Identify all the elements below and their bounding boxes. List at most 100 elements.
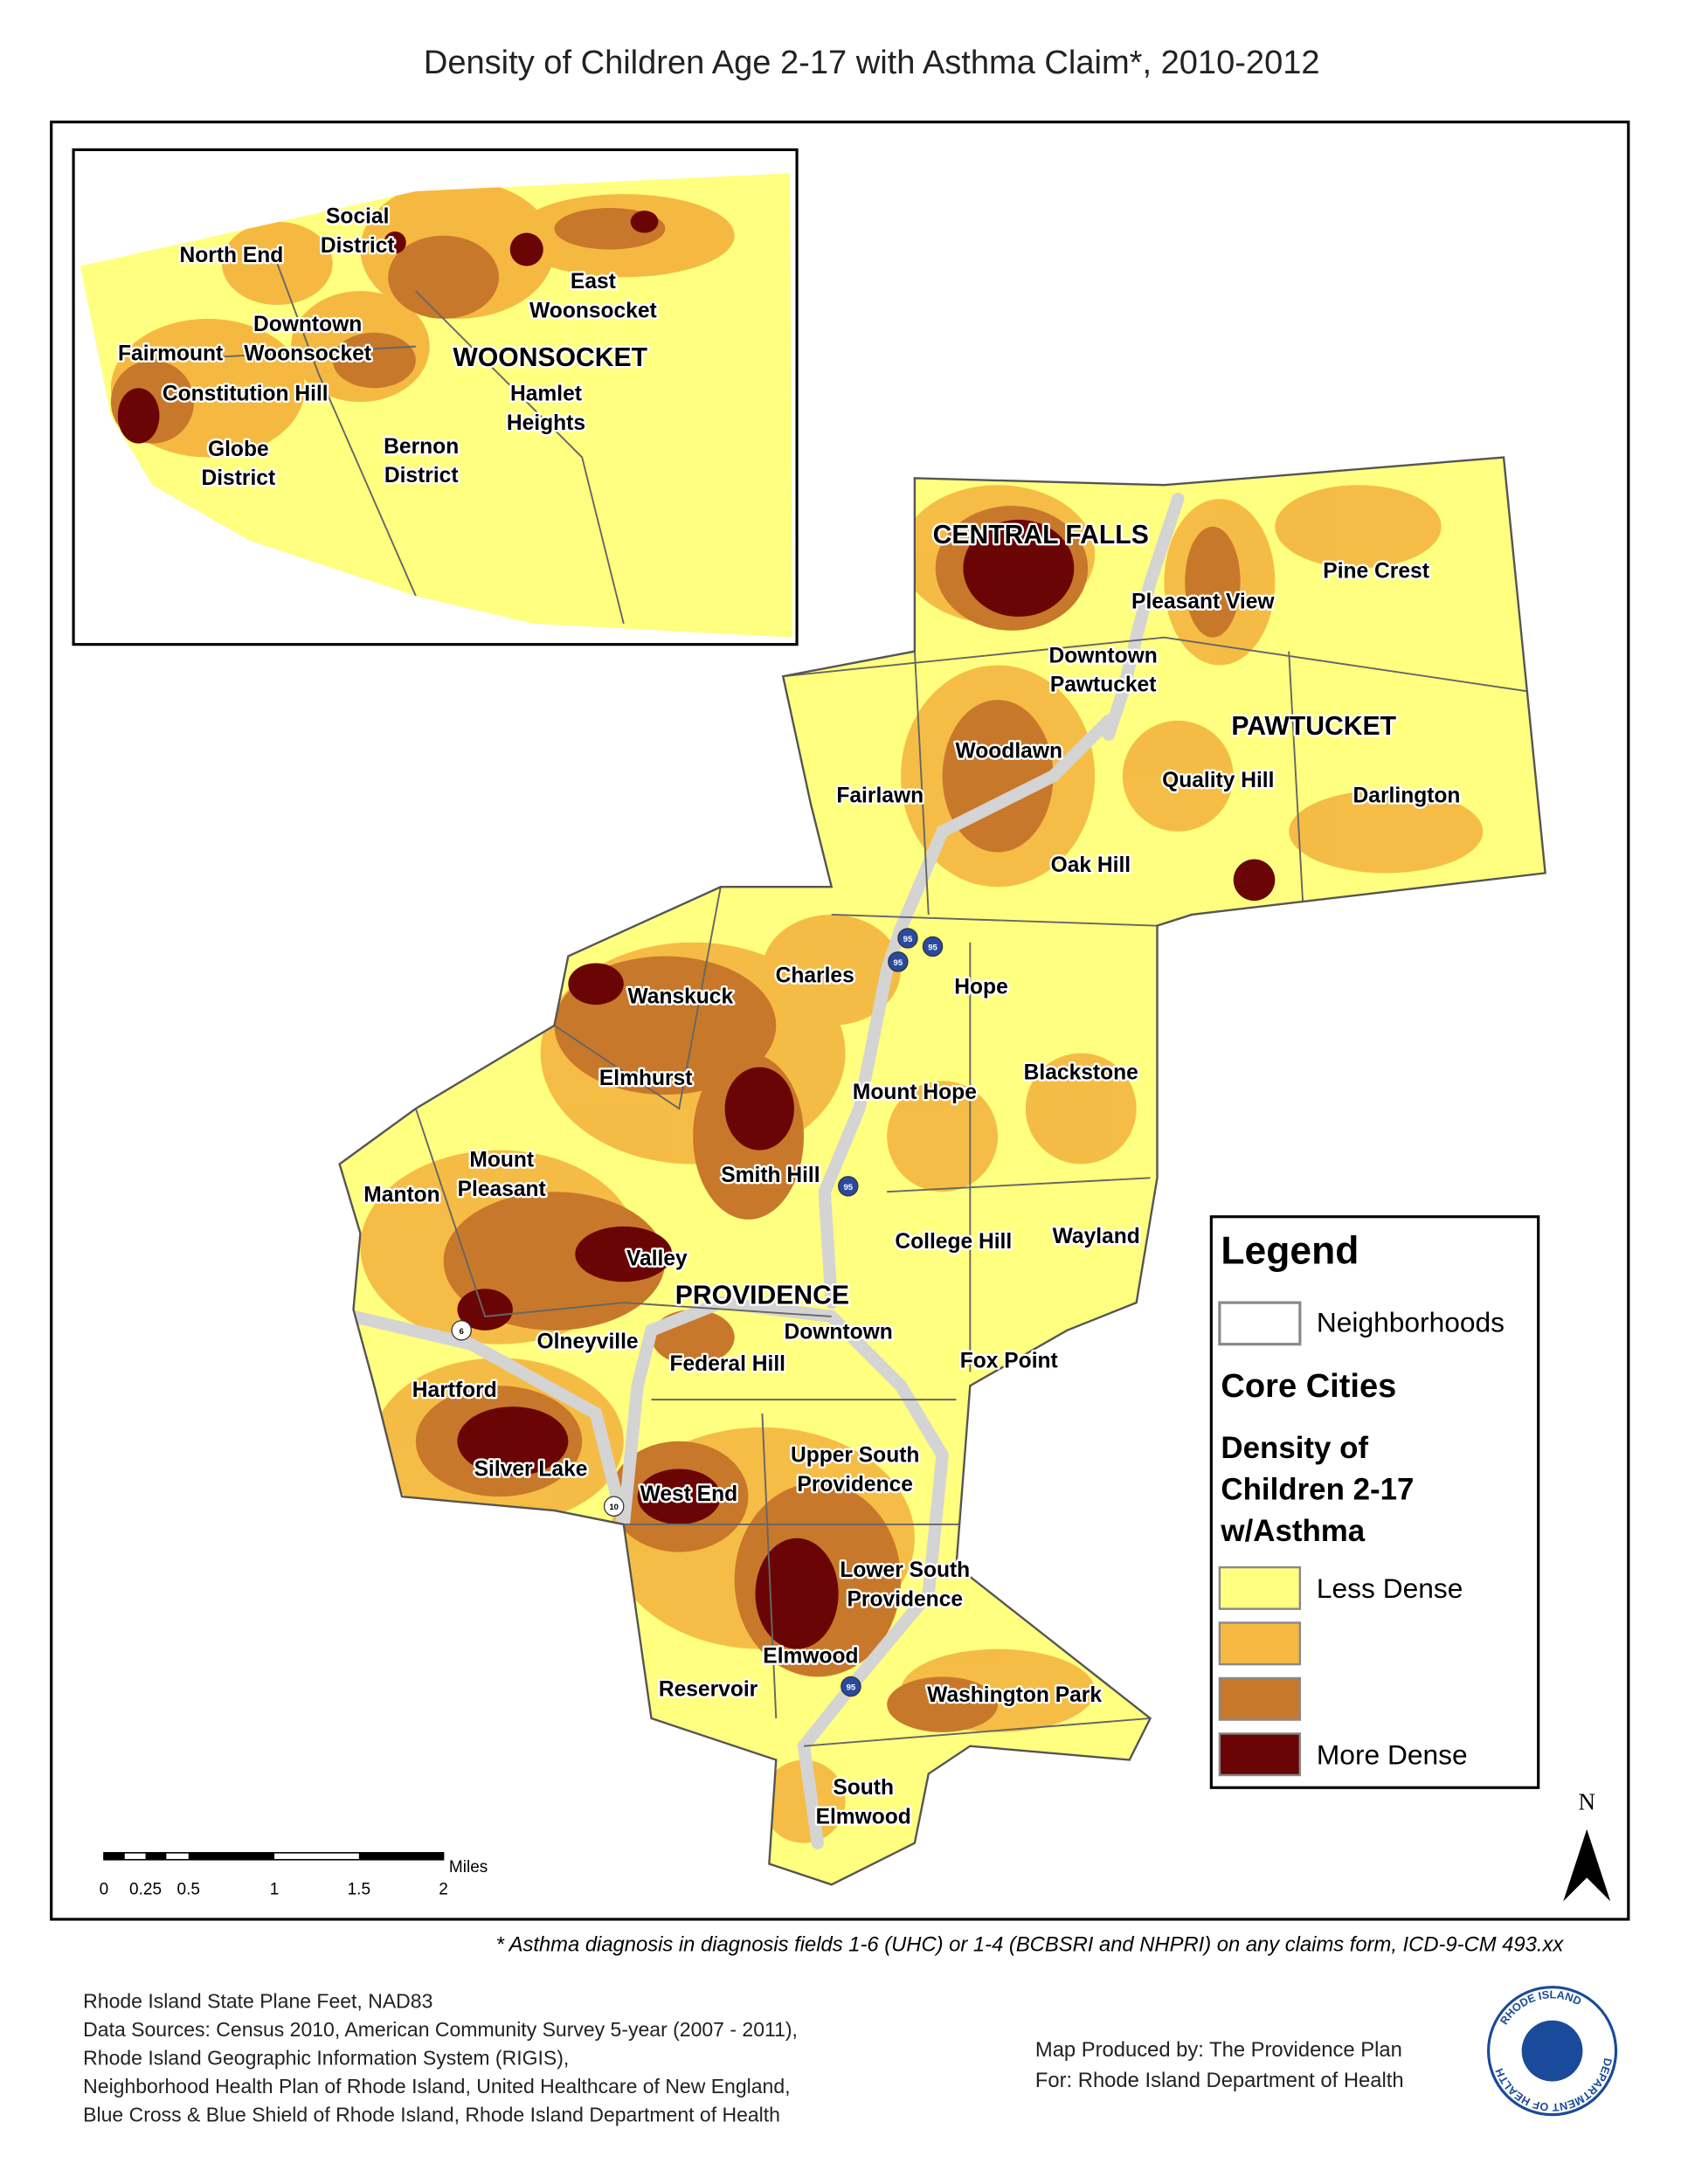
place-label: Mount Hope (853, 1081, 977, 1104)
place-label: Downtown (1049, 644, 1158, 667)
route-number: 95 (894, 958, 903, 968)
place-label: Woonsocket (244, 342, 371, 365)
place-label: College Hill (895, 1230, 1012, 1254)
scale-segment (358, 1852, 444, 1860)
place-label: Mount (469, 1149, 534, 1172)
route-number: 95 (847, 1683, 856, 1692)
place-label: Elmwood (763, 1645, 858, 1669)
legend-heading: Density of (1221, 1431, 1368, 1465)
city-label: WOONSOCKET (453, 343, 647, 372)
place-label: Pleasant View (1131, 590, 1275, 613)
source-line: Rhode Island Geographic Information Syst… (83, 2047, 569, 2070)
route-shield (888, 951, 909, 972)
route-number: 6 (460, 1327, 464, 1337)
place-label: Federal Hill (670, 1352, 786, 1376)
scale-label: 0.5 (177, 1880, 200, 1898)
place-label: District (321, 234, 395, 258)
city-label: CENTRAL FALLS (933, 521, 1149, 549)
credit-line: Map Produced by: The Providence Plan (1035, 2038, 1402, 2062)
footnote: * Asthma diagnosis in diagnosis fields 1… (496, 1932, 1565, 1956)
place-label: Fairmount (118, 342, 223, 365)
route-number: 95 (928, 943, 937, 952)
source-line: Rhode Island State Plane Feet, NAD83 (83, 1989, 432, 2012)
place-label: Elmhurst (599, 1067, 693, 1090)
route-shield (603, 1496, 625, 1517)
place-label: Wanskuck (627, 985, 733, 1008)
scale-segment (188, 1852, 275, 1860)
place-label: Providence (847, 1587, 964, 1611)
legend-label: Less Dense (1317, 1572, 1463, 1604)
scale-label: 1.5 (348, 1880, 370, 1898)
place-label: Smith Hill (721, 1164, 820, 1187)
place-label: Silver Lake (474, 1457, 588, 1481)
place-label: Upper South (791, 1444, 919, 1468)
legend-swatch (1218, 1676, 1302, 1721)
route-number: 95 (843, 1183, 853, 1192)
place-label: Blackstone (1024, 1061, 1138, 1085)
logo-emblem (1521, 2020, 1583, 2082)
place-label: Hartford (412, 1379, 497, 1402)
place-label: Woonsocket (529, 299, 657, 322)
scale-label: 1 (270, 1880, 280, 1898)
source-line: Neighborhood Health Plan of Rhode Island… (83, 2075, 790, 2098)
legend-boundary-swatch (1218, 1301, 1302, 1346)
scale-label: 0 (100, 1880, 109, 1898)
legend-swatch (1218, 1732, 1302, 1777)
map-frame (50, 121, 1630, 1921)
source-line: Data Sources: Census 2010, American Comm… (83, 2018, 798, 2041)
place-label: Constitution Hill (163, 382, 329, 405)
place-label: Manton (363, 1183, 439, 1206)
place-label: Bernon (384, 435, 459, 459)
place-label: Darlington (1353, 784, 1461, 807)
route-shield (922, 936, 944, 957)
scale-label: 2 (439, 1880, 448, 1898)
north-label: N (1578, 1789, 1595, 1815)
place-label: Pleasant (458, 1178, 546, 1201)
map-title: Density of Children Age 2-17 with Asthma… (424, 45, 1320, 81)
place-label: Globe (208, 438, 269, 461)
place-label: Hamlet (510, 382, 582, 405)
scale-label: 0.25 (129, 1880, 162, 1898)
place-label: Heights (507, 411, 585, 435)
place-label: District (384, 464, 459, 487)
place-label: West End (640, 1482, 738, 1506)
route-number: 95 (903, 935, 913, 944)
place-label: Woodlawn (956, 740, 1062, 764)
place-label: Charles (776, 964, 854, 988)
route-number: 10 (609, 1503, 619, 1512)
place-label: Providence (797, 1473, 913, 1496)
credit-line: For: Rhode Island Department of Health (1035, 2069, 1404, 2092)
place-label: South (833, 1776, 894, 1800)
legend-heading: Children 2-17 (1221, 1472, 1414, 1506)
legend-core: Core Cities (1221, 1368, 1396, 1405)
place-label: Hope (954, 975, 1007, 999)
place-label: Pawtucket (1050, 674, 1157, 697)
place-label: Oak Hill (1051, 854, 1131, 877)
route-shield (838, 1176, 859, 1197)
legend-swatch (1218, 1565, 1302, 1610)
legend-boundary-label: Neighborhoods (1317, 1306, 1505, 1337)
place-label: Washington Park (927, 1683, 1102, 1707)
legend-heading: w/Asthma (1220, 1514, 1365, 1548)
place-label: Quality Hill (1162, 769, 1274, 792)
place-label: Reservoir (659, 1678, 758, 1702)
place-label: Fairlawn (836, 784, 924, 807)
place-label: Lower South (840, 1559, 970, 1582)
city-boundary (338, 456, 1546, 1886)
scale-unit: Miles (449, 1858, 488, 1876)
place-label: Pine Crest (1323, 560, 1429, 584)
place-label: District (201, 467, 275, 490)
route-shield (451, 1320, 472, 1341)
city-label: PROVIDENCE (675, 1282, 849, 1310)
place-label: Fox Point (960, 1350, 1058, 1373)
legend-swatch (1218, 1621, 1302, 1666)
city-label: PAWTUCKET (1231, 712, 1396, 741)
place-label: Wayland (1053, 1225, 1140, 1248)
legend-title: Legend (1221, 1230, 1359, 1273)
place-label: Downtown (253, 313, 362, 336)
place-label: Valley (626, 1247, 688, 1270)
place-label: Olneyville (536, 1330, 638, 1353)
place-label: East (571, 270, 616, 294)
source-line: Blue Cross & Blue Shield of Rhode Island… (83, 2104, 780, 2126)
